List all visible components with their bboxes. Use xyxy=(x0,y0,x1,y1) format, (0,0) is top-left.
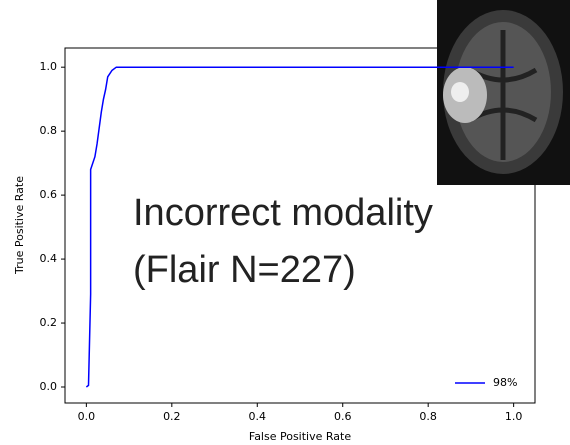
x-tick-label: 0.0 xyxy=(78,410,96,423)
annotation: Incorrect modality xyxy=(133,192,433,234)
x-tick-label: 0.2 xyxy=(163,410,181,423)
y-tick-label: 0.6 xyxy=(40,188,58,201)
annotation: (Flair N=227) xyxy=(133,249,356,291)
y-tick-label: 1.0 xyxy=(40,60,58,73)
y-tick-label: 0.2 xyxy=(40,316,58,329)
x-axis-label: False Positive Rate xyxy=(249,430,351,443)
y-axis-label: True Positive Rate xyxy=(13,176,26,275)
y-tick-label: 0.0 xyxy=(40,380,58,393)
x-tick-label: 0.4 xyxy=(249,410,267,423)
axes-frame xyxy=(64,47,536,404)
x-tick-label: 1.0 xyxy=(505,410,523,423)
brain-image xyxy=(437,0,570,185)
x-tick-label: 0.6 xyxy=(334,410,352,423)
y-tick-label: 0.8 xyxy=(40,124,58,137)
legend-label: 98% xyxy=(493,376,517,389)
x-tick-label: 0.8 xyxy=(419,410,437,423)
y-tick-label: 0.4 xyxy=(40,252,58,265)
roc-line xyxy=(85,66,514,388)
